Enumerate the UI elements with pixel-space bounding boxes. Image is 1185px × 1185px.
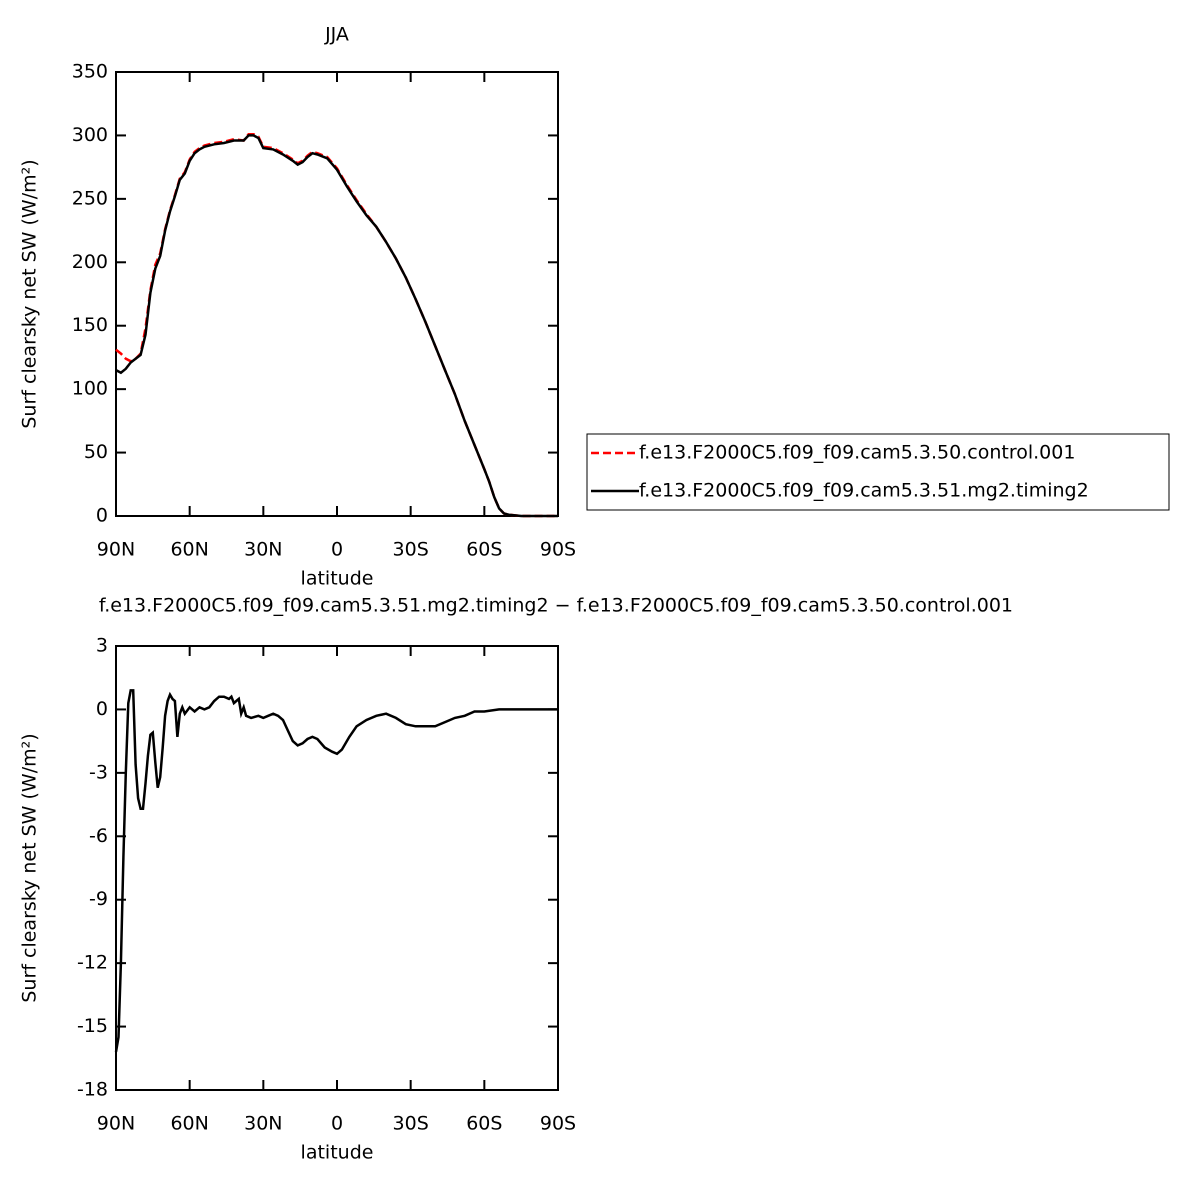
y-tick-label: 50	[84, 441, 108, 463]
x-tick-label: 90S	[540, 1113, 576, 1135]
plot-frame	[115, 645, 559, 1091]
data-line	[114, 689, 558, 1053]
y-axis-label: Surf clearsky net SW (W/m²)	[19, 159, 41, 428]
x-tick-label: 30N	[244, 539, 282, 561]
data-line	[115, 134, 558, 518]
y-tick-label: -18	[77, 1079, 108, 1101]
x-tick-label: 30S	[393, 539, 429, 561]
y-tick-label: 3	[96, 635, 108, 657]
x-tick-label: 60N	[170, 1113, 208, 1135]
y-tick-label: 250	[72, 187, 108, 209]
x-tick-label: 90N	[97, 539, 135, 561]
y-tick-label: -6	[89, 825, 108, 847]
chart-title: JJA	[324, 24, 349, 46]
x-axis-label: latitude	[301, 1142, 374, 1164]
y-tick-label: 0	[96, 698, 108, 720]
plot-frame	[115, 71, 559, 517]
y-tick-label: -3	[89, 761, 108, 783]
legend-box	[586, 433, 1170, 511]
y-tick-label: 100	[72, 378, 108, 400]
y-tick-label: -12	[77, 952, 108, 974]
x-tick-label: 90N	[97, 1113, 135, 1135]
x-tick-label: 30S	[393, 1113, 429, 1135]
y-axis-label: Surf clearsky net SW (W/m²)	[19, 733, 41, 1002]
y-tick-label: 0	[96, 505, 108, 527]
chart-title: f.e13.F2000C5.f09_f09.cam5.3.51.mg2.timi…	[99, 595, 1013, 617]
x-axis-label: latitude	[301, 568, 374, 590]
y-tick-label: 200	[72, 251, 108, 273]
x-tick-label: 0	[331, 1113, 343, 1135]
x-tick-label: 60N	[170, 539, 208, 561]
data-line	[115, 132, 558, 518]
y-tick-label: 300	[72, 124, 108, 146]
x-tick-label: 30N	[244, 1113, 282, 1135]
legend-label: f.e13.F2000C5.f09_f09.cam5.3.50.control.…	[639, 442, 1075, 464]
x-tick-label: 60S	[466, 539, 502, 561]
legend-label: f.e13.F2000C5.f09_f09.cam5.3.51.mg2.timi…	[639, 480, 1089, 502]
x-tick-label: 0	[331, 539, 343, 561]
x-tick-label: 90S	[540, 539, 576, 561]
y-tick-label: 350	[72, 61, 108, 83]
y-tick-label: 150	[72, 314, 108, 336]
y-tick-label: -15	[77, 1015, 108, 1037]
x-tick-label: 60S	[466, 1113, 502, 1135]
y-tick-label: -9	[89, 888, 108, 910]
